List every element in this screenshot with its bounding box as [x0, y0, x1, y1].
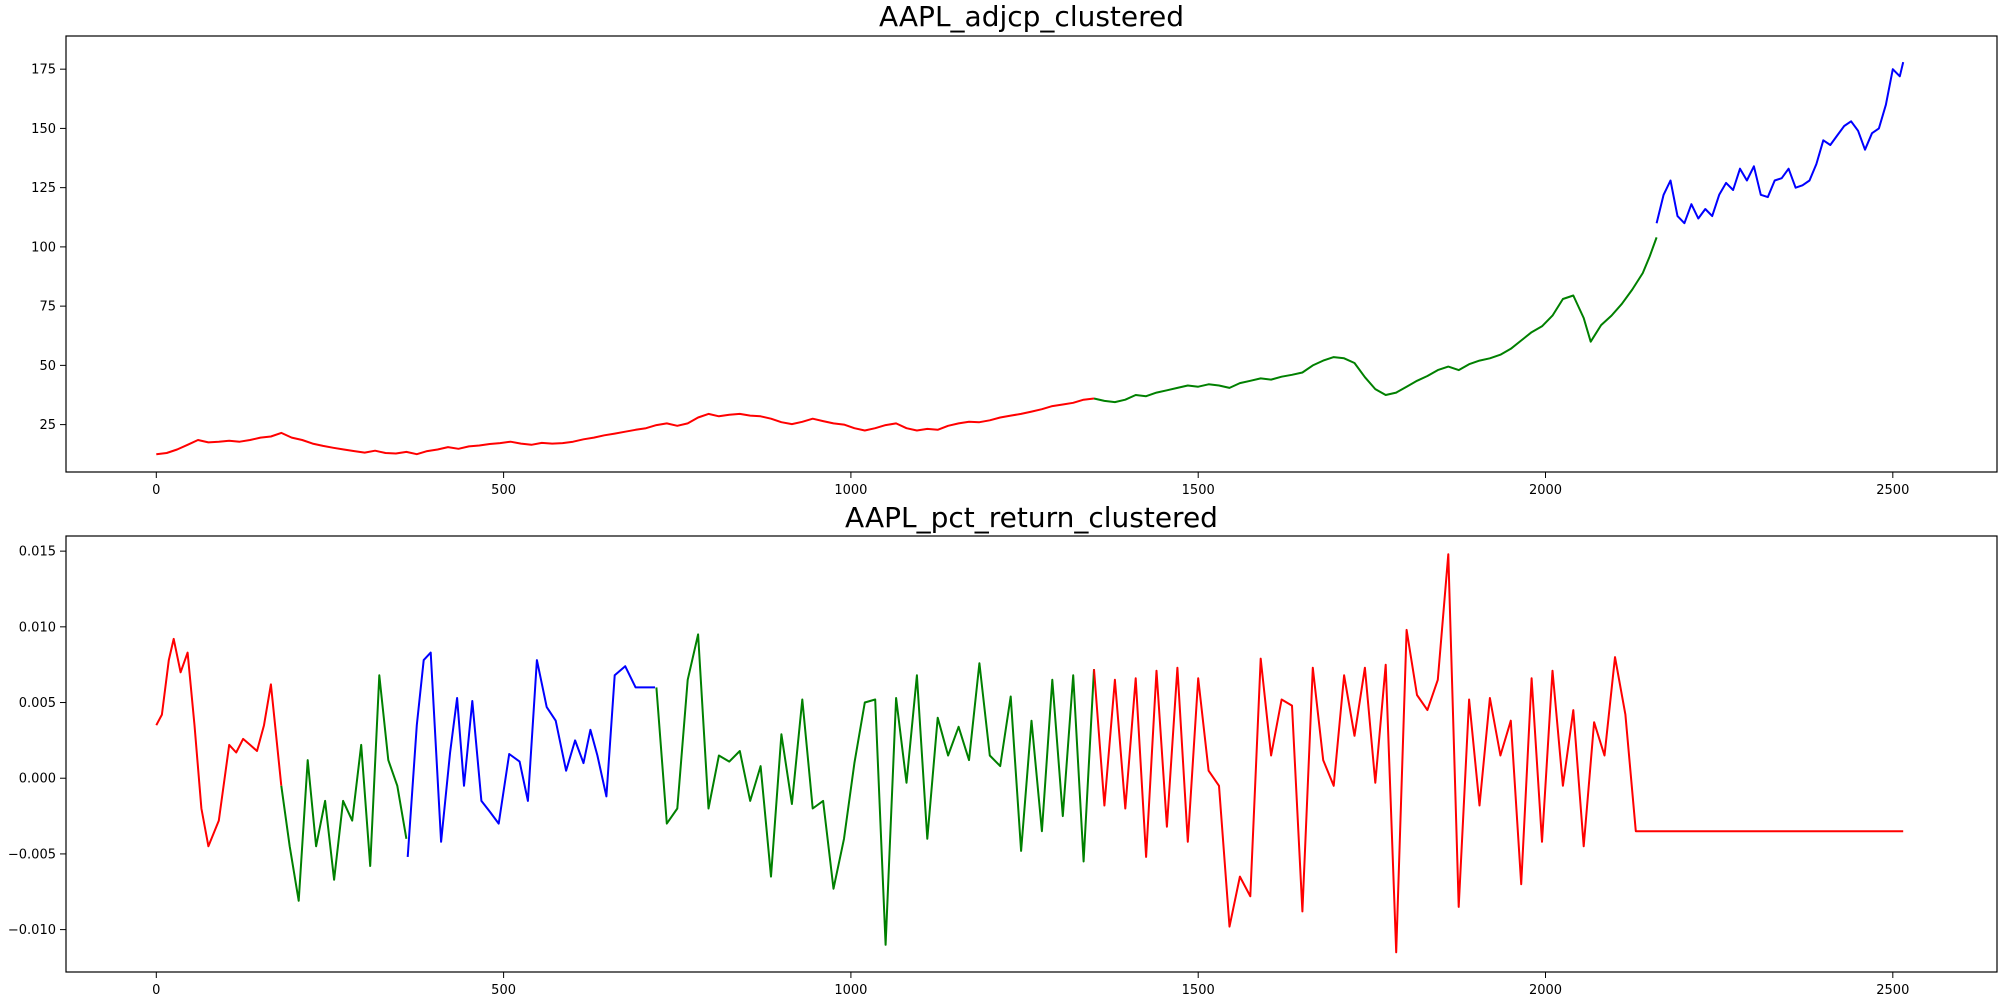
- y-tick-label: −0.010: [8, 923, 56, 938]
- series-line-red-4: [1093, 553, 1904, 954]
- y-tick-label: −0.005: [8, 847, 56, 862]
- x-tick-label: 1000: [834, 983, 867, 998]
- price-panel: AAPL_adjcp_clustered 0 500 1000 1500 2000 2500…: [31, 0, 1998, 498]
- y-tick-label: 175: [31, 63, 56, 78]
- x-tick-label: 2000: [1529, 483, 1562, 498]
- x-tick-label: 2500: [1876, 483, 1909, 498]
- axes-frame: [65, 535, 1998, 973]
- x-tick-label: 1000: [834, 483, 867, 498]
- series-line-blue-2: [1655, 61, 1905, 225]
- y-tick-label: 75: [39, 300, 56, 315]
- series-line-green-3: [655, 633, 1095, 946]
- y-tick-label: 0.010: [19, 620, 56, 635]
- series-line-blue-2: [406, 651, 655, 857]
- series-line-red-0: [155, 637, 283, 848]
- x-tick-label: 1500: [1182, 983, 1215, 998]
- series-group: [156, 61, 1905, 456]
- series-line-green-1: [280, 674, 408, 902]
- x-tick-label: 0: [152, 983, 160, 998]
- return-panel: AAPL_pct_return_clustered 0 500 1000 1500 200…: [8, 501, 1998, 998]
- y-tick-label: 150: [31, 122, 56, 137]
- y-tick-label: 50: [39, 359, 56, 374]
- x-tick-label: 500: [491, 483, 516, 498]
- series-line-red-0: [156, 397, 1095, 456]
- y-tick-label: 100: [31, 240, 56, 255]
- chart-title: AAPL_pct_return_clustered: [845, 501, 1218, 534]
- y-tick-label: 125: [31, 181, 56, 196]
- x-tick-label: 500: [491, 983, 516, 998]
- series-line-green-1: [1093, 237, 1658, 404]
- y-tick-label: 25: [39, 418, 56, 433]
- y-tick-label: 0.005: [19, 696, 56, 711]
- y-tick-label: 0.015: [19, 545, 56, 560]
- x-tick-label: 2500: [1876, 983, 1909, 998]
- x-tick-label: 0: [152, 483, 160, 498]
- axes-frame: [65, 35, 1998, 473]
- chart-title: AAPL_adjcp_clustered: [879, 0, 1184, 33]
- x-tick-label: 1500: [1182, 483, 1215, 498]
- y-tick-label: 0.000: [19, 772, 56, 787]
- series-group: [155, 553, 1904, 954]
- x-tick-label: 2000: [1529, 983, 1562, 998]
